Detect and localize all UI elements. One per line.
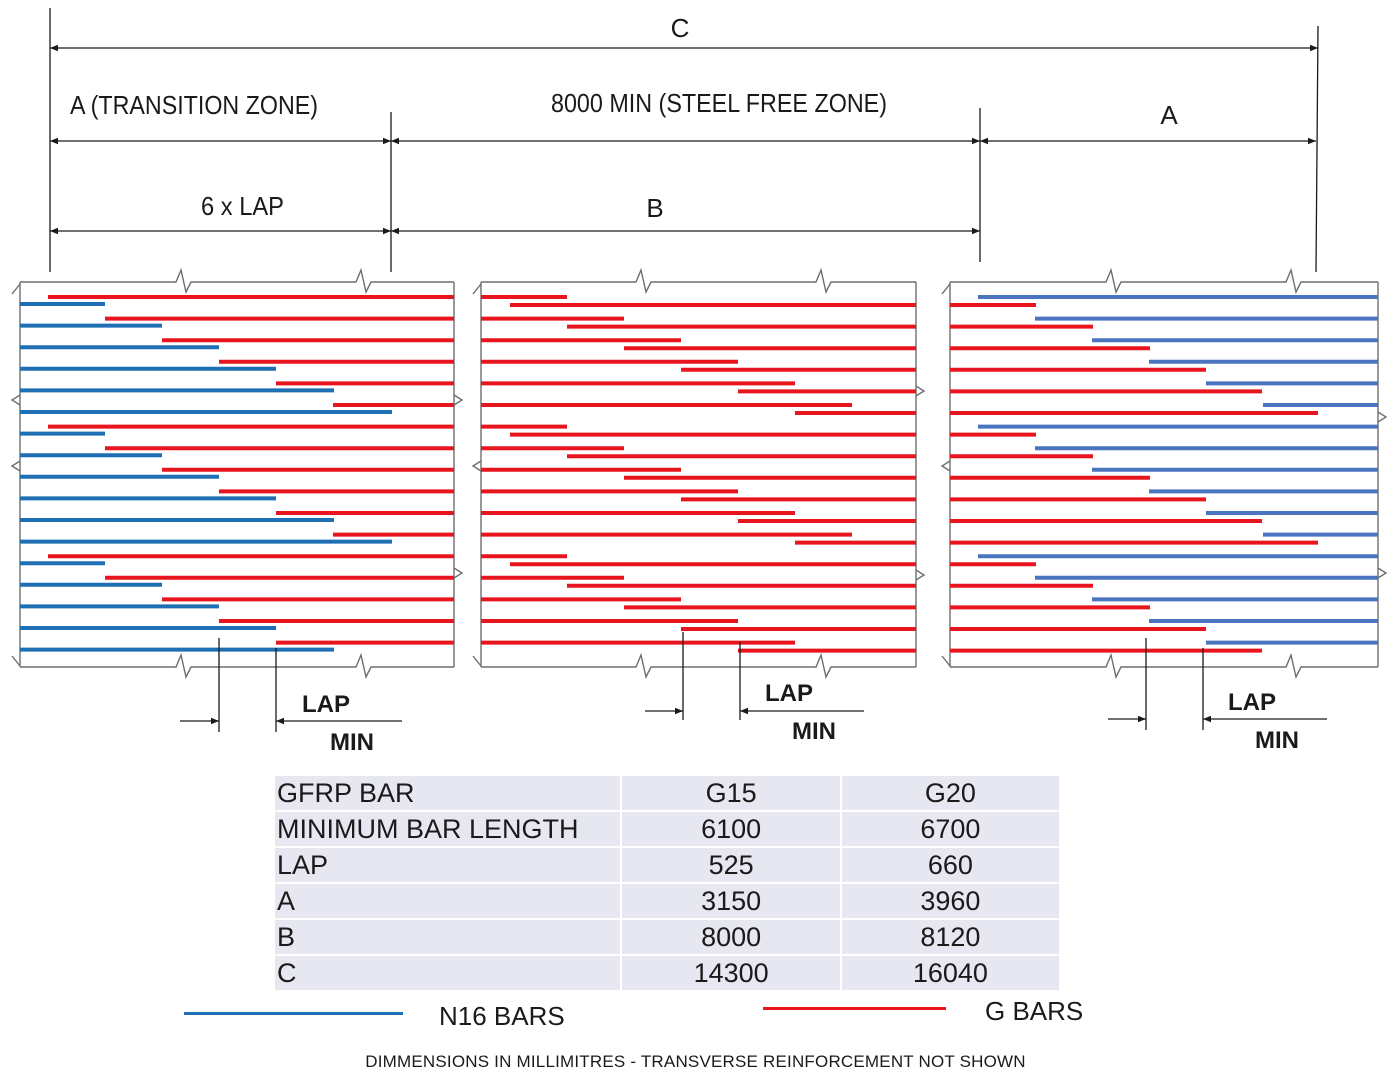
min-label-left: MIN [330, 729, 374, 756]
table-row: GFRP BAR G15 G20 [275, 776, 1059, 812]
min-label-right: MIN [1255, 727, 1299, 754]
lap-callout-right [1108, 638, 1327, 730]
panel-middle [472, 267, 917, 680]
table-row: C 14300 16040 [275, 955, 1059, 992]
table-cell: 14300 [621, 955, 842, 992]
table-row: LAP 525 660 [275, 847, 1059, 884]
dimension-a-transition-label: A (TRANSITION ZONE) [70, 90, 318, 120]
table-cell: 525 [621, 847, 842, 884]
dimension-lines [50, 44, 1318, 235]
table-cell: C [275, 955, 623, 992]
gfrp-bar-table: GFRP BAR G15 G20 MINIMUM BAR LENGTH 6100… [275, 776, 1059, 992]
dimension-6lap-label: 6 x LAP [201, 191, 284, 221]
slab-panels [10, 267, 1388, 680]
panel-left [11, 267, 455, 680]
min-label-middle: MIN [792, 718, 836, 745]
lap-label-right: LAP [1228, 689, 1276, 716]
table-cell: 8000 [621, 919, 842, 956]
lap-label-left: LAP [302, 691, 350, 718]
table-cell: 3150 [621, 883, 842, 920]
table-cell: 6100 [621, 811, 842, 848]
table-cell: LAP [275, 847, 623, 884]
lap-label-middle: LAP [765, 680, 813, 707]
lap-callout-left [180, 638, 402, 732]
reinforcement-layout-drawing: C A (TRANSITION ZONE) 8000 MIN (STEEL FR… [10, 8, 1388, 756]
bars-layer [20, 295, 1378, 653]
lap-callout-middle [645, 632, 864, 720]
dimension-b-label: B [646, 193, 663, 223]
dimension-c-label: C [671, 13, 690, 43]
legend-n16-swatch [184, 1012, 403, 1015]
table-cell: B [275, 919, 623, 956]
table-cell: 8120 [840, 919, 1059, 956]
table-cell: MINIMUM BAR LENGTH [275, 811, 623, 848]
table-row: A 3150 3960 [275, 883, 1059, 920]
table-cell: 660 [840, 847, 1059, 884]
table-cell: A [275, 883, 623, 920]
table-row: B 8000 8120 [275, 919, 1059, 956]
table-cell: G20 [840, 776, 1059, 812]
table-cell: 3960 [840, 883, 1059, 920]
legend-g-label: G BARS [985, 996, 1084, 1026]
dimension-a-right-label: A [1160, 100, 1178, 130]
dimension-steel-free-label: 8000 MIN (STEEL FREE ZONE) [551, 88, 887, 118]
table-cell: GFRP BAR [275, 776, 623, 812]
footnote: DIMMENSIONS IN MILLIMITRES - TRANSVERSE … [365, 1052, 1026, 1071]
table-cell: 16040 [840, 955, 1059, 992]
legend-g-swatch [763, 1007, 946, 1010]
table-cell: G15 [621, 776, 842, 812]
table-cell: 6700 [840, 811, 1059, 848]
panel-right [941, 267, 1379, 680]
table-row: MINIMUM BAR LENGTH 6100 6700 [275, 811, 1059, 848]
legend-n16-label: N16 BARS [439, 1001, 565, 1031]
